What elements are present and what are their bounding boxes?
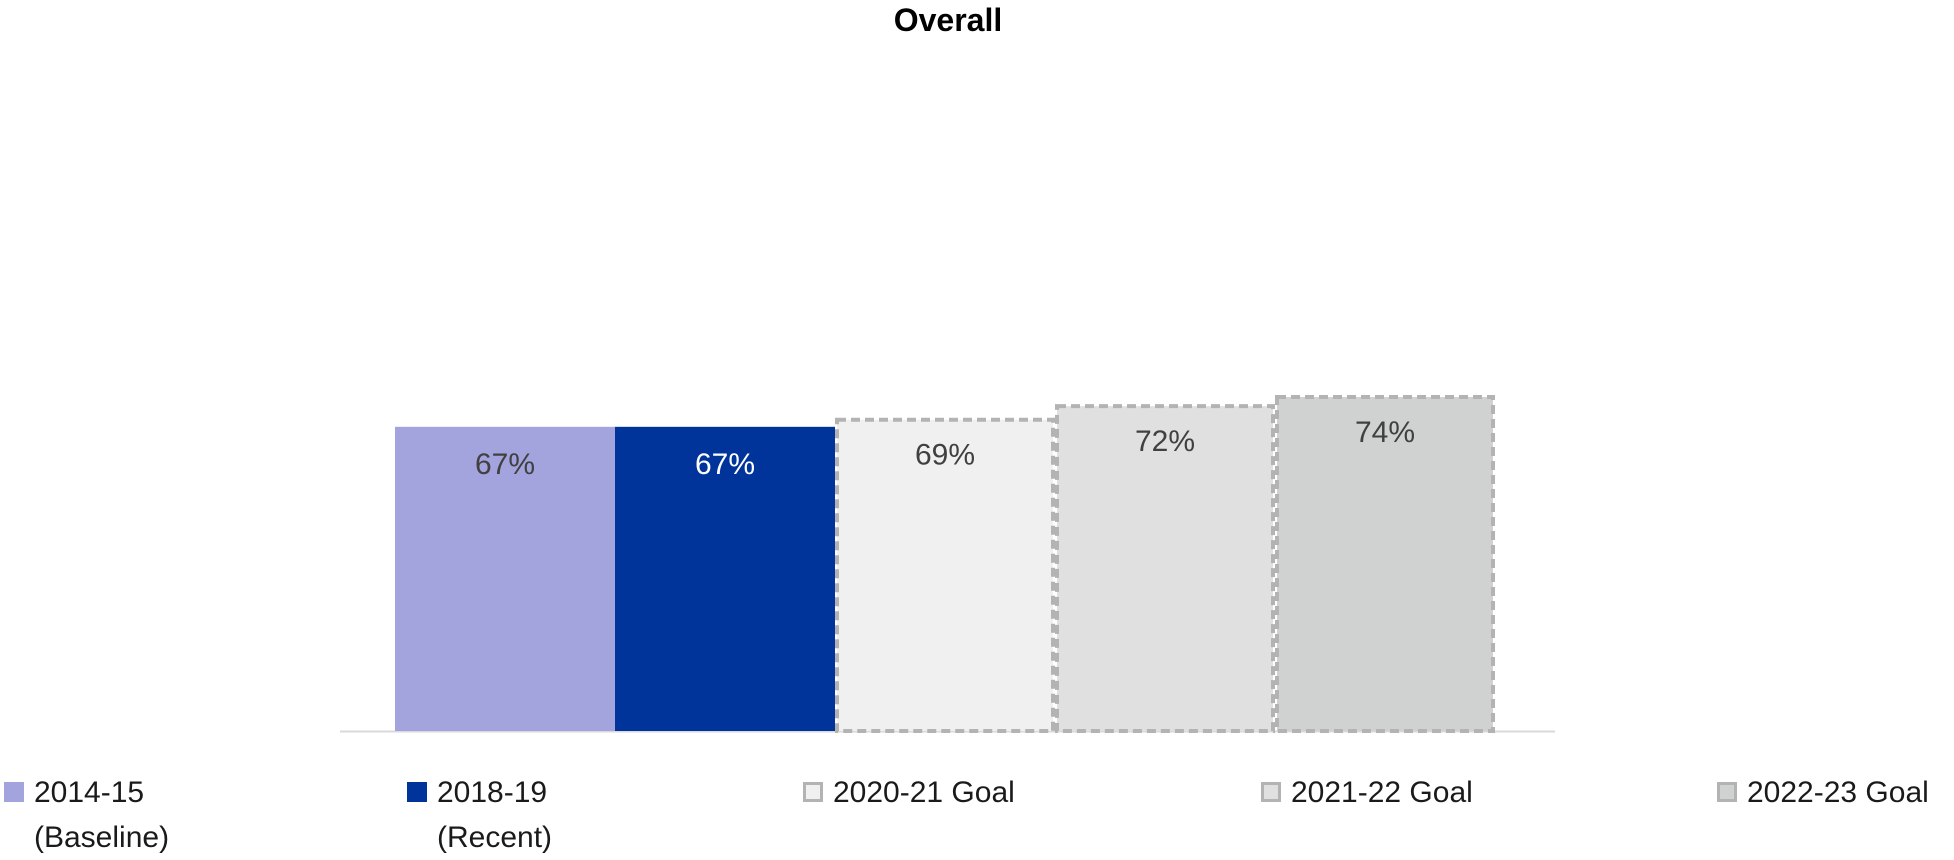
bar-5 (1275, 395, 1495, 733)
legend-label-4: 2021-22 Goal (1291, 776, 1473, 809)
bar-chart: 67% 67% 69% 72% 74% (340, 395, 1555, 733)
data-label-5: 74% (1355, 416, 1415, 449)
legend-label-1: 2014-15 (Baseline) (34, 776, 170, 854)
data-label-2: 67% (695, 448, 755, 481)
legend-swatch-3 (803, 782, 823, 802)
bar-2 (615, 426, 835, 731)
legend-label-3: 2020-21 Goal (833, 776, 1015, 809)
bar-4 (1055, 404, 1275, 733)
data-label-4: 72% (1135, 425, 1195, 458)
chart-title: Overall (893, 2, 1003, 38)
legend-swatch-1 (4, 782, 24, 802)
legend-swatch-2 (407, 782, 427, 802)
legend-label-5: 2022-23 Goal (1747, 776, 1929, 809)
data-label-3: 69% (915, 439, 975, 472)
legend-swatch-5 (1717, 782, 1737, 802)
bar-1 (395, 426, 615, 731)
bar-3 (835, 417, 1055, 733)
legend-label-2: 2018-19 (Recent) (437, 776, 553, 854)
data-label-1: 67% (475, 448, 535, 481)
legend-swatch-4 (1261, 782, 1281, 802)
